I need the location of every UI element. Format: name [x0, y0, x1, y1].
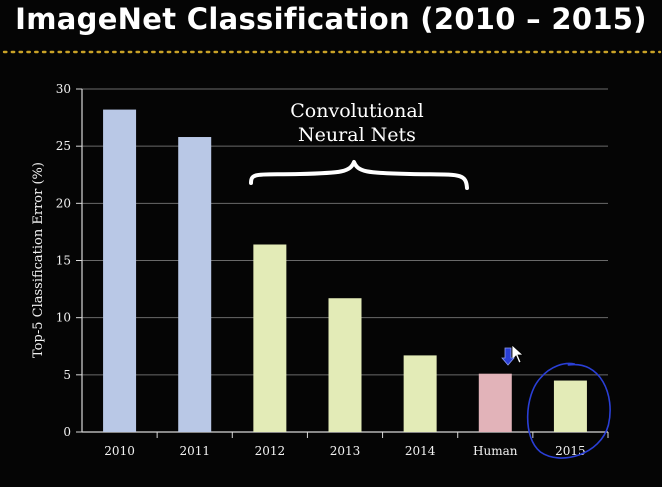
x-tick-label: 2010 — [104, 444, 135, 458]
highlight-circle — [526, 362, 611, 459]
bar-2014 — [403, 355, 437, 432]
x-tick-label: 2013 — [330, 444, 361, 458]
y-tick-labels: 0 5 10 15 20 25 30 — [56, 82, 71, 439]
x-tick-label: 2015 — [555, 444, 586, 458]
x-tick-labels: 2010 2011 2012 2013 2014 Human 2015 — [104, 444, 585, 458]
cursor-down-arrow-icon — [501, 347, 515, 366]
y-tick-label: 5 — [63, 368, 71, 382]
y-tick-label: 25 — [56, 139, 71, 153]
x-tick-label: 2012 — [255, 444, 286, 458]
y-tick-label: 0 — [63, 425, 71, 439]
bar-2015 — [553, 380, 587, 432]
cursor-icon — [511, 344, 525, 364]
slide-title: ImageNet Classification (2010 – 2015) — [15, 2, 647, 36]
x-tick-label: Human — [473, 444, 518, 458]
axes — [76, 88, 609, 438]
y-tick-label: 10 — [56, 311, 71, 325]
highlight-circle-stroke — [526, 362, 611, 459]
x-tick-label: 2014 — [405, 444, 436, 458]
dotted-divider — [2, 50, 662, 54]
annotation: Convolutional Neural Nets — [249, 100, 469, 190]
y-axis-label: Top-5 Classification Error (%) — [31, 162, 46, 358]
bar-2013 — [328, 298, 362, 432]
bar-human — [478, 373, 512, 432]
bar-2010 — [103, 109, 137, 432]
annotation-line-2: Neural Nets — [298, 124, 416, 146]
annotation-line-1: Convolutional — [290, 100, 424, 122]
y-tick-label: 20 — [56, 196, 71, 210]
annotation-brace — [249, 160, 469, 190]
y-tick-label: 30 — [56, 82, 71, 96]
bar-2011 — [178, 137, 212, 432]
mouse-cursor — [501, 344, 525, 366]
y-tick-label: 15 — [56, 254, 71, 268]
bar-2012 — [253, 244, 287, 432]
x-tick-label: 2011 — [179, 444, 210, 458]
bars — [103, 109, 587, 432]
